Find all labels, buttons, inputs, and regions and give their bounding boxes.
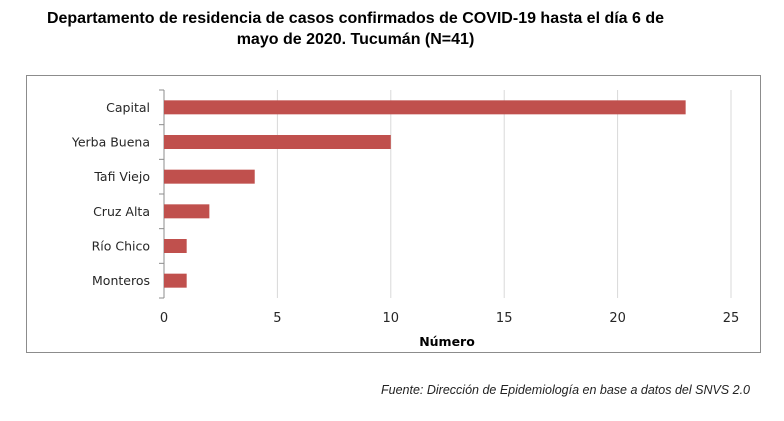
x-axis-title: Número [419, 334, 475, 349]
x-tick-label: 5 [273, 311, 281, 326]
category-label: Cruz Alta [93, 204, 150, 219]
bar [164, 100, 686, 115]
chart-title-line-2: mayo de 2020. Tucumán (N=41) [236, 31, 475, 48]
x-tick-label: 0 [160, 311, 168, 326]
bar [164, 273, 187, 288]
chart-frame [26, 75, 761, 353]
category-label: Capital [106, 100, 150, 115]
bar [164, 204, 210, 219]
x-tick-label: 10 [383, 311, 400, 326]
bar [164, 239, 187, 253]
x-tick-label: 20 [609, 311, 626, 326]
chart-title-line-1: Departamento de residencia de casos conf… [46, 10, 665, 27]
bar [164, 135, 391, 149]
category-label: Yerba Buena [71, 135, 150, 150]
chart-title: Departamento de residencia de casos conf… [0, 8, 711, 50]
x-tick-label: 15 [496, 311, 513, 326]
category-label: Monteros [92, 273, 150, 288]
category-label: Río Chico [92, 239, 150, 254]
bar [164, 169, 255, 184]
x-tick-label: 25 [723, 311, 740, 326]
source-note: Fuente: Dirección de Epidemiología en ba… [381, 383, 750, 397]
category-label: Tafi Viejo [93, 169, 150, 184]
